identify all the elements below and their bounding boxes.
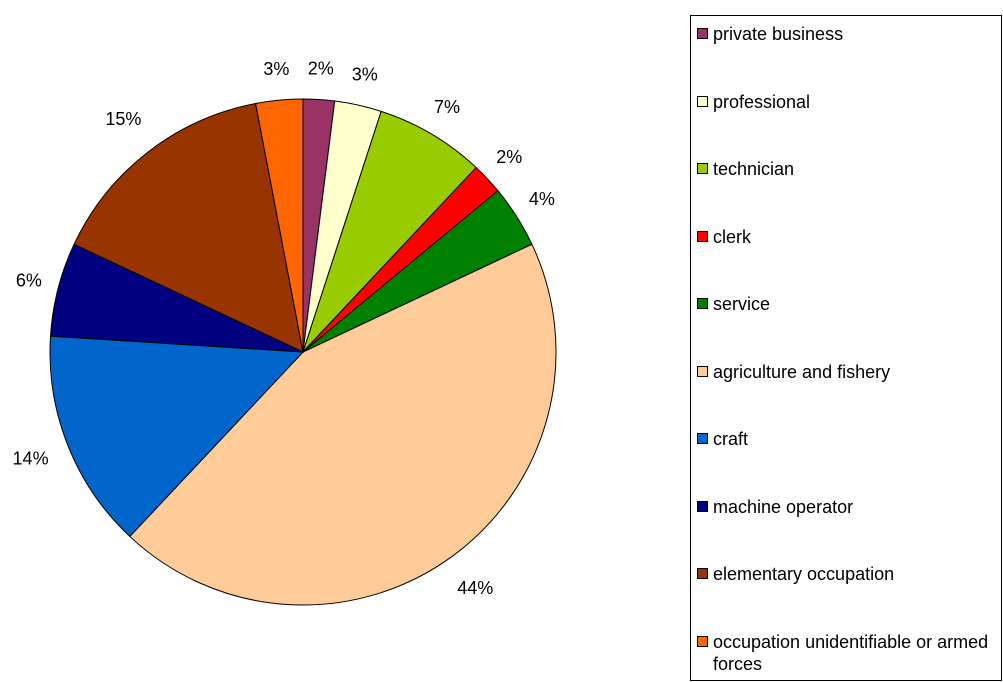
legend-swatch [697,365,708,377]
legend-label: clerk [713,226,752,247]
legend-item: service [697,293,997,315]
data-label: 3% [263,59,289,79]
legend-swatch [697,95,708,107]
legend-swatch [697,298,708,309]
legend-label: machine operator [713,496,854,517]
data-label: 15% [105,109,141,129]
legend-item: professional [697,91,997,113]
data-label: 14% [13,449,49,469]
legend-swatch [697,500,708,512]
pie-slice [73,102,304,353]
data-label: 4% [529,189,555,209]
legend-item: craft [697,428,997,450]
legend-label: technician [713,159,795,179]
legend-item: machine operator [697,496,997,518]
pie-slice [302,110,477,353]
data-label: 3% [352,65,378,85]
legend-label: professional [713,91,811,112]
data-label: 2% [496,147,522,167]
legend-swatch [697,28,708,39]
pie-slice [255,98,304,353]
legend-swatch [697,230,708,242]
legend-item: private business [697,23,997,45]
legend-label: service [713,294,771,314]
pie-slice [49,335,305,538]
pie-area: 2% 3% 7% 2% 4% 44% 14% 6% 15% 3% [13,58,557,606]
legend-item: technician [697,158,997,180]
legend-label: craft [713,429,749,449]
data-label: 7% [434,97,460,117]
legend-item: agriculture and fishery [697,361,997,383]
legend-swatch [697,433,708,444]
legend-swatch [697,163,708,174]
legend-swatch [697,635,708,647]
legend: private business professional technician cl… [690,15,1002,681]
legend-label: agriculture and fishery [713,361,891,382]
legend-item: occupation unidentifiable or armed force… [697,631,997,675]
data-label: 44% [457,578,493,598]
data-label: 2% [308,58,334,78]
legend-item: elementary occupation [697,563,997,585]
legend-label: elementary occupation [713,564,895,584]
data-label: 6% [16,270,42,290]
legend-item: clerk [697,226,997,248]
legend-label: private business [713,24,844,44]
legend-swatch [697,568,708,579]
pie-slice [129,243,557,606]
legend-label: occupation unidentifiable or armed force… [713,631,989,674]
